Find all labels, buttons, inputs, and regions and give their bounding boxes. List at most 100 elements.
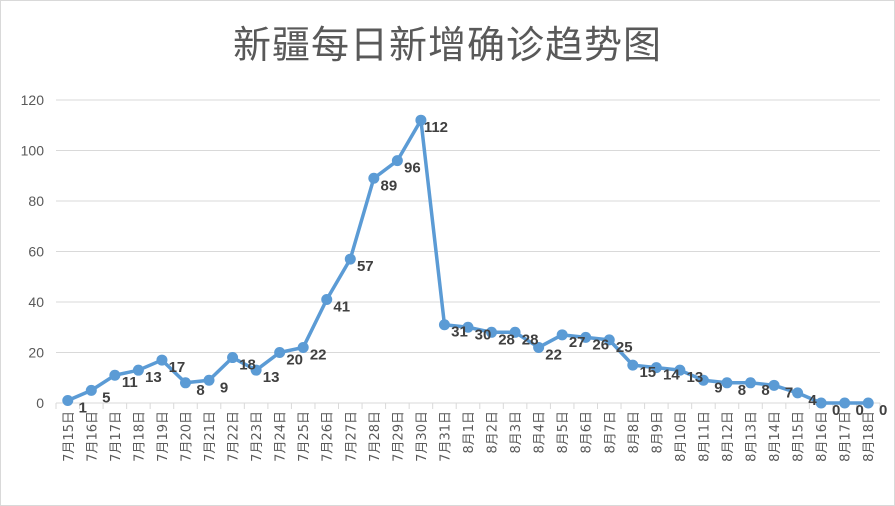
data-point <box>438 319 450 331</box>
data-label: 11 <box>122 374 138 391</box>
data-point <box>109 369 121 381</box>
data-label: 25 <box>616 339 633 356</box>
y-axis: 0 20 40 60 80 100 120 <box>21 92 45 411</box>
data-point <box>839 397 851 409</box>
data-point <box>768 379 780 391</box>
x-tick-label: 7月17日 <box>109 411 124 462</box>
data-label: 22 <box>310 346 327 363</box>
x-tick-label: 8月12日 <box>721 411 736 462</box>
x-tick-label: 7月18日 <box>132 411 147 462</box>
x-tick-label: 7月24日 <box>274 411 289 462</box>
data-label: 13 <box>687 369 704 386</box>
x-tick-label: 7月21日 <box>203 411 218 462</box>
data-point <box>627 359 639 371</box>
data-label: 31 <box>451 324 468 341</box>
x-tick-label: 7月26日 <box>321 411 336 462</box>
x-tick-label: 7月30日 <box>415 411 430 462</box>
y-tick-label: 0 <box>36 395 44 411</box>
x-tick-label: 8月8日 <box>627 411 642 454</box>
x-tick-label: 8月9日 <box>650 411 665 454</box>
data-point <box>391 155 403 167</box>
data-label: 1 <box>79 399 87 416</box>
x-tick-label: 7月31日 <box>438 411 453 462</box>
x-tick-label: 7月19日 <box>156 411 171 462</box>
data-label: 89 <box>380 177 397 194</box>
x-tick-label: 7月20日 <box>179 411 194 462</box>
data-point <box>179 377 191 389</box>
data-point <box>603 334 615 346</box>
x-tick-label: 7月23日 <box>250 411 265 462</box>
data-label: 112 <box>424 119 448 136</box>
data-label: 14 <box>663 367 680 384</box>
data-label: 7 <box>785 384 793 401</box>
y-tick-label: 80 <box>28 193 44 209</box>
data-point <box>368 172 380 184</box>
data-point <box>697 374 709 386</box>
data-label: 26 <box>592 336 609 353</box>
data-label: 9 <box>220 379 228 396</box>
data-label: 9 <box>714 379 722 396</box>
data-label: 5 <box>102 389 110 406</box>
data-point <box>792 387 804 399</box>
data-point <box>274 347 286 358</box>
data-label: 30 <box>475 326 492 343</box>
x-tick-label: 7月16日 <box>85 411 100 462</box>
y-tick-label: 20 <box>28 345 44 361</box>
data-label: 18 <box>239 357 256 374</box>
x-tick-label: 8月14日 <box>768 411 783 462</box>
data-point <box>250 364 262 376</box>
data-label: 27 <box>569 334 586 351</box>
x-tick-label: 7月25日 <box>297 411 312 462</box>
y-tick-label: 100 <box>21 143 45 159</box>
data-point <box>533 341 545 353</box>
x-tick-label: 7月28日 <box>368 411 383 462</box>
data-point <box>85 384 97 396</box>
data-point <box>156 354 168 366</box>
data-point <box>556 329 568 341</box>
data-point <box>862 397 874 409</box>
x-tick-label: 8月7日 <box>603 411 618 454</box>
y-tick-label: 60 <box>28 244 44 260</box>
data-label: 0 <box>856 402 864 419</box>
x-tick-label: 8月5日 <box>556 411 571 454</box>
data-label: 4 <box>808 392 817 409</box>
data-label: 41 <box>333 298 350 315</box>
data-point <box>415 114 427 126</box>
x-tick-label: 7月29日 <box>391 411 406 462</box>
series-group <box>62 114 874 409</box>
x-axis: 7月15日 7月16日 7月17日 7月18日 7月19日 7月20日 7月21日 7月22日… <box>55 402 881 462</box>
data-point <box>132 364 144 376</box>
gridlines <box>56 99 880 353</box>
data-label: 8 <box>738 382 746 399</box>
data-point <box>203 374 215 386</box>
x-tick-label: 8月3日 <box>509 411 524 454</box>
x-tick-label: 8月18日 <box>862 411 877 462</box>
data-label: 22 <box>545 346 562 363</box>
data-point <box>745 377 757 389</box>
data-point <box>321 293 333 305</box>
data-label: 0 <box>879 402 887 419</box>
data-label: 8 <box>761 382 769 399</box>
x-tick-label: 7月15日 <box>62 411 77 462</box>
data-point <box>344 253 356 265</box>
x-tick-label: 7月22日 <box>227 411 242 462</box>
x-tick-label: 8月2日 <box>486 411 501 454</box>
data-point <box>580 331 592 343</box>
data-point <box>815 397 827 409</box>
data-point <box>721 377 733 389</box>
x-tick-label: 7月27日 <box>344 411 359 462</box>
data-label: 28 <box>498 331 515 348</box>
data-point <box>650 362 662 374</box>
data-label: 17 <box>169 359 186 376</box>
data-point <box>486 326 498 338</box>
x-tick-label: 8月16日 <box>815 411 830 462</box>
data-label: 13 <box>263 369 280 386</box>
data-label: 28 <box>522 331 539 348</box>
data-point <box>509 326 521 338</box>
data-label: 15 <box>639 364 656 381</box>
data-label: 57 <box>357 258 374 275</box>
x-tick-label: 8月10日 <box>674 411 689 462</box>
